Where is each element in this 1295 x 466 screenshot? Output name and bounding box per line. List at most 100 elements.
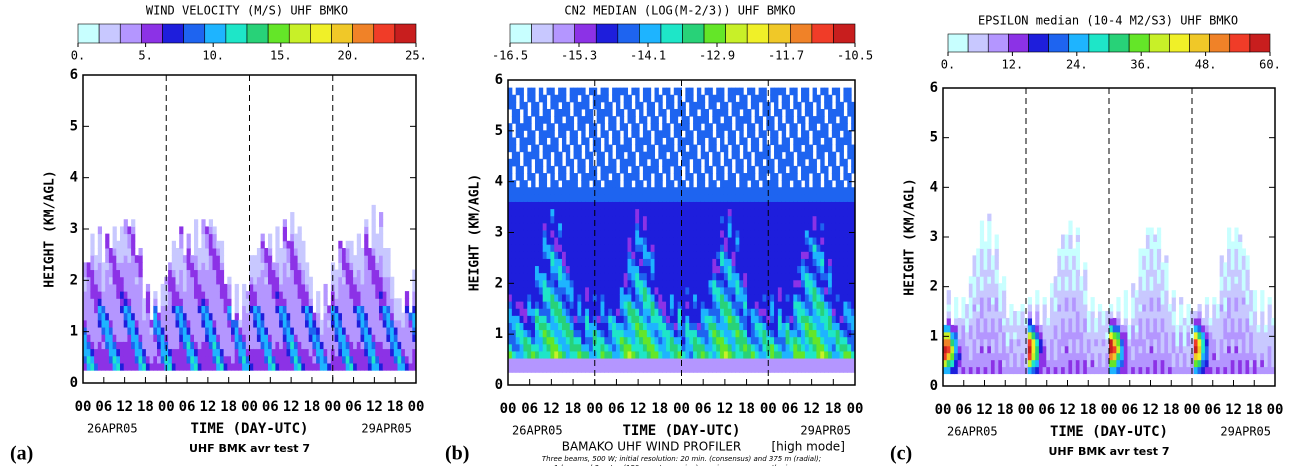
field-cell	[245, 291, 250, 299]
field-cell	[685, 229, 690, 238]
field-cell	[789, 222, 794, 231]
field-cell	[669, 187, 675, 195]
field-cell	[208, 233, 213, 242]
field-cell	[662, 301, 667, 309]
field-cell	[534, 365, 540, 373]
field-cell	[804, 208, 810, 217]
field-cell	[508, 294, 513, 302]
x-tick-label: 00	[673, 401, 690, 417]
field-cell	[720, 173, 725, 181]
field-cell	[654, 343, 659, 352]
field-cell	[561, 94, 567, 103]
field-cell	[654, 279, 659, 288]
field-cell	[538, 301, 544, 309]
field-cell	[83, 341, 88, 350]
field-cell	[824, 144, 829, 153]
field-cell	[588, 116, 594, 124]
field-cell	[965, 352, 970, 361]
field-cell	[408, 319, 413, 328]
field-cell	[412, 334, 417, 342]
field-cell	[635, 222, 640, 231]
field-cell	[600, 279, 605, 288]
x-tick-label: 12	[543, 401, 560, 417]
field-cell	[511, 116, 517, 124]
field-cell	[743, 144, 748, 153]
field-cell	[666, 187, 671, 195]
field-cell	[573, 87, 578, 96]
field-cell	[754, 350, 760, 359]
field-cell	[573, 329, 578, 338]
field-cell	[673, 315, 679, 323]
field-cell	[271, 334, 276, 342]
field-cell	[615, 108, 621, 117]
field-cell	[216, 291, 221, 299]
field-cell	[812, 165, 817, 174]
field-cell	[646, 315, 652, 323]
field-cell	[723, 358, 729, 366]
field-cell	[194, 276, 199, 285]
field-cell	[716, 173, 721, 181]
field-cell	[282, 305, 287, 314]
field-cell	[750, 101, 756, 110]
field-cell	[608, 258, 613, 267]
field-cell	[693, 322, 698, 331]
field-cell	[946, 290, 951, 298]
field-cell	[308, 298, 313, 306]
field-cell	[750, 94, 756, 103]
field-cell	[735, 301, 740, 309]
field-cell	[116, 283, 121, 292]
field-cell	[565, 158, 571, 167]
field-cell	[669, 151, 675, 160]
field-cell	[712, 322, 717, 331]
field-cell	[558, 94, 563, 103]
field-cell	[619, 229, 625, 238]
field-cell	[774, 229, 779, 238]
field-cell	[565, 294, 571, 302]
field-cell	[801, 279, 806, 288]
field-cell	[371, 305, 376, 314]
field-cell	[186, 276, 191, 285]
field-cell	[534, 336, 540, 345]
field-cell	[739, 116, 744, 124]
field-cell	[194, 255, 199, 263]
field-cell	[596, 201, 602, 210]
field-cell	[720, 208, 725, 217]
field-cell	[801, 251, 806, 259]
field-cell	[90, 291, 95, 299]
field-cell	[716, 343, 721, 352]
field-cell	[120, 327, 125, 335]
field-cell	[804, 130, 810, 138]
field-cell	[983, 283, 988, 291]
colorbar-swatch	[617, 23, 640, 44]
field-cell	[700, 272, 706, 281]
field-cell	[585, 322, 590, 331]
field-cell	[116, 327, 121, 335]
field-cell	[979, 317, 985, 326]
field-cell	[371, 233, 376, 242]
colorbar-swatch	[1128, 33, 1150, 53]
field-cell	[639, 301, 644, 309]
colorbar-swatch	[987, 33, 1009, 53]
field-cell	[685, 87, 690, 96]
field-cell	[408, 355, 413, 364]
field-cell	[820, 123, 825, 131]
field-cell	[108, 276, 114, 285]
field-cell	[523, 329, 528, 338]
field-cell	[781, 94, 787, 103]
field-cell	[112, 291, 117, 299]
field-cell	[531, 365, 536, 373]
field-cell	[831, 294, 837, 302]
field-cell	[519, 244, 524, 252]
field-cell	[720, 222, 725, 231]
field-cell	[619, 272, 625, 281]
field-cell	[338, 312, 343, 321]
field-cell	[804, 358, 810, 366]
field-cell	[197, 305, 202, 314]
field-cell	[689, 87, 694, 96]
field-cell	[508, 343, 513, 352]
colorbar-swatch	[595, 23, 619, 44]
field-cell	[774, 208, 779, 217]
field-cell	[360, 362, 365, 371]
field-cell	[323, 327, 328, 335]
field-cell	[808, 215, 814, 224]
